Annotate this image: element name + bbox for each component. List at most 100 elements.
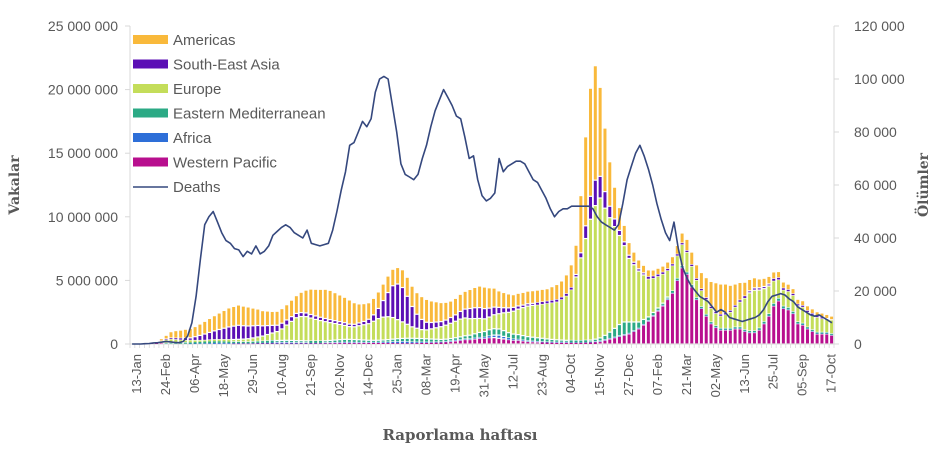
bar-segment-africa <box>357 342 361 344</box>
bar-segment-africa <box>666 299 670 300</box>
bar-segment-eastern-mediterranean <box>646 317 650 321</box>
bar-segment-africa <box>400 341 404 344</box>
legend-swatch <box>133 59 168 69</box>
bar-segment-europe <box>256 337 260 341</box>
bar-segment-south-east-asia <box>222 328 226 340</box>
bar-segment-western-pacific <box>290 343 294 345</box>
bar-segment-africa <box>453 340 457 341</box>
left-tick-label: 20 000 000 <box>48 82 118 98</box>
bar-segment-western-pacific <box>728 330 732 344</box>
bar-segment-western-pacific <box>627 334 631 344</box>
bar-segment-africa <box>613 337 617 338</box>
bar-segment-africa <box>261 342 265 344</box>
bar-segment-americas <box>733 284 737 305</box>
bar-segment-south-east-asia <box>328 320 332 323</box>
bar-segment-western-pacific <box>357 343 361 344</box>
bar-segment-europe <box>685 252 689 272</box>
legend-swatch <box>133 35 168 44</box>
bar-segment-western-pacific <box>646 321 650 344</box>
bar-segment-western-pacific <box>463 340 467 344</box>
bar-segment-eastern-mediterranean <box>820 332 824 334</box>
bar-segment-europe <box>275 332 279 340</box>
bar-segment-western-pacific <box>540 342 544 344</box>
bar-segment-south-east-asia <box>270 325 274 333</box>
bar-segment-americas <box>439 303 443 322</box>
bar-segment-americas <box>367 303 371 319</box>
bar-segment-africa <box>343 342 347 344</box>
bar-segment-europe <box>386 317 390 340</box>
bar-segment-americas <box>429 301 433 322</box>
bar-segment-western-pacific <box>699 308 703 344</box>
bar-segment-south-east-asia <box>728 310 732 312</box>
bar-segment-western-pacific <box>584 342 588 344</box>
bar-segment-europe <box>362 325 366 340</box>
bar-segment-eastern-mediterranean <box>531 337 535 341</box>
bar-segment-americas <box>280 309 284 323</box>
x-tick-label: 25-Jan <box>390 354 405 394</box>
bar-segment-africa <box>434 342 438 343</box>
bar-segment-americas <box>333 293 337 320</box>
bar-segment-eastern-mediterranean <box>386 340 390 342</box>
bar-segment-africa <box>439 342 443 343</box>
x-tick-label: 31-May <box>476 354 491 398</box>
bar-segment-eastern-mediterranean <box>444 339 448 342</box>
bar-segment-western-pacific <box>511 340 515 344</box>
bar-segment-africa <box>251 343 255 344</box>
bar-segment-africa <box>810 330 814 332</box>
bar-segment-americas <box>343 297 347 323</box>
bar-segment-africa <box>386 342 390 344</box>
bar-segment-europe <box>772 281 776 304</box>
bar-segment-western-pacific <box>487 338 491 344</box>
bar-segment-eastern-mediterranean <box>174 343 178 344</box>
bar-segment-americas <box>203 321 207 334</box>
bar-segment-americas <box>743 282 747 296</box>
bar-segment-africa <box>208 343 212 344</box>
bar-segment-eastern-mediterranean <box>588 340 592 342</box>
bar-segment-south-east-asia <box>642 273 646 275</box>
right-axis-ticks: 0 20 000 40 000 60 000 80 000 100 000 120 000 <box>834 18 905 352</box>
bar-segment-western-pacific <box>429 342 433 344</box>
x-axis-ticks: 13-Jan 24-Feb 06-Apr 18-May 29-Jun 10-Aug 21-S… <box>129 353 838 397</box>
right-tick-label: 40 000 <box>854 230 897 246</box>
bar-segment-africa <box>376 342 380 343</box>
bar-segment-africa <box>709 323 713 324</box>
legend-item-eastern-mediterranean: Eastern Mediterranean <box>133 106 326 123</box>
bar-segment-south-east-asia <box>540 302 544 304</box>
bar-segment-eastern-mediterranean <box>203 341 207 344</box>
bar-segment-south-east-asia <box>748 291 752 293</box>
bar-segment-eastern-mediterranean <box>796 321 800 324</box>
bar-segment-africa <box>627 333 631 334</box>
bar-segment-europe <box>796 306 800 322</box>
bar-segment-western-pacific <box>453 341 457 344</box>
legend-label: Africa <box>173 130 212 147</box>
bar-segment-europe <box>593 206 597 339</box>
bar-segment-europe <box>304 317 308 341</box>
bar-segment-africa <box>593 341 597 343</box>
bar-segment-europe <box>695 280 699 298</box>
bar-segment-africa <box>588 342 592 343</box>
bar-segment-americas <box>275 311 279 325</box>
bar-segment-south-east-asia <box>651 276 655 279</box>
bar-segment-africa <box>617 335 621 337</box>
x-tick-label: 15-Nov <box>592 354 607 396</box>
bar-segment-americas <box>420 297 424 319</box>
bar-segment-eastern-mediterranean <box>473 334 477 338</box>
bar-segment-africa <box>540 341 544 343</box>
bar-segment-south-east-asia <box>738 300 742 302</box>
bar-segment-western-pacific <box>318 343 322 344</box>
bar-segment-eastern-mediterranean <box>675 278 679 281</box>
bar-segment-western-pacific <box>280 343 284 345</box>
bar-segment-eastern-mediterranean <box>574 340 578 343</box>
bar-segment-western-pacific <box>781 308 785 344</box>
bar-segment-europe <box>526 306 530 337</box>
bar-segment-europe <box>820 319 824 332</box>
bar-segment-africa <box>227 342 231 344</box>
bar-segment-americas <box>810 309 814 313</box>
bar-segment-eastern-mediterranean <box>608 332 612 338</box>
bar-segment-western-pacific <box>478 338 482 344</box>
bar-segment-western-pacific <box>285 343 289 345</box>
bar-segment-south-east-asia <box>786 289 790 292</box>
bar-segment-europe <box>410 327 414 338</box>
bar-segment-south-east-asia <box>367 319 371 324</box>
bar-segment-europe <box>535 305 539 338</box>
